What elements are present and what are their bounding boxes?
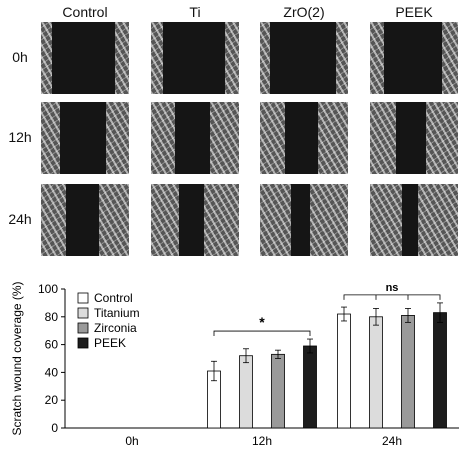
micrograph-peek-24h (370, 184, 458, 256)
y-tick-label: 20 (45, 393, 59, 407)
legend-swatch-zirconia (77, 322, 89, 334)
legend-label-zirconia: Zirconia (94, 321, 137, 335)
legend-swatch-titanium (77, 307, 89, 319)
x-tick-label: 24h (382, 434, 402, 448)
y-tick-label: 80 (45, 310, 59, 324)
column-label-peek: PEEK (395, 4, 433, 20)
micrograph-ti-0h (151, 22, 239, 94)
row-label-0h: 0h (12, 49, 28, 65)
bar-titanium-12h (239, 355, 253, 429)
y-tick-label: 0 (51, 421, 58, 435)
y-tick-label: 100 (38, 282, 58, 296)
scratch-coverage-bar-chart: 0 20 40 60 80 100 Scratch wound coverage (%) 0h… (10, 281, 459, 448)
y-axis-label: Scratch wound coverage (%) (10, 281, 24, 435)
legend-swatch-control (77, 292, 89, 304)
legend-label-titanium: Titanium (94, 306, 140, 320)
x-tick-label: 0h (125, 434, 138, 448)
significance-bracket (343, 294, 441, 300)
significance-bracket (213, 330, 311, 337)
legend-swatch-peek (77, 337, 89, 349)
y-tick-label: 40 (45, 365, 59, 379)
micrograph-zro2-12h (260, 102, 348, 174)
micrograph-peek-12h (370, 102, 458, 174)
column-label-zro2: ZrO(2) (283, 4, 325, 20)
micrograph-peek-0h (370, 22, 458, 94)
significance-label: * (259, 314, 265, 330)
micrograph-ti-12h (151, 102, 239, 174)
significance-label: ns (386, 282, 399, 294)
y-tick-label: 60 (45, 338, 59, 352)
micrograph-zro2-24h (260, 184, 348, 256)
row-label-12h: 12h (8, 129, 32, 145)
legend-label-control: Control (94, 291, 133, 305)
bar-peek-12h (303, 345, 317, 429)
legend-label-peek: PEEK (94, 336, 126, 350)
micrograph-control-0h (41, 22, 129, 94)
x-tick-label: 12h (252, 434, 272, 448)
row-label-24h: 24h (8, 211, 32, 227)
micrograph-ti-24h (151, 184, 239, 256)
bar-control-24h (337, 313, 351, 429)
micrograph-control-24h (41, 184, 129, 256)
column-label-ti: Ti (189, 4, 201, 20)
micrograph-zro2-0h (260, 22, 348, 94)
bar-titanium-24h (369, 316, 383, 429)
bar-zirconia-12h (271, 353, 285, 429)
micrograph-control-12h (41, 102, 129, 174)
column-label-control: Control (62, 4, 108, 20)
bar-zirconia-24h (401, 315, 415, 429)
bar-peek-24h (433, 312, 447, 429)
